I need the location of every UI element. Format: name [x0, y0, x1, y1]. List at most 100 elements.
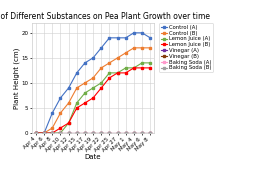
Vinegar (B)	[108, 132, 111, 134]
Vinegar (B)	[100, 132, 103, 134]
Control (B)	[59, 112, 62, 114]
Control (A)	[140, 32, 144, 34]
Vinegar (B)	[75, 132, 78, 134]
Control (A)	[108, 37, 111, 39]
Lemon Juice (B)	[43, 132, 46, 134]
Baking Soda (B)	[149, 132, 152, 134]
Control (B)	[108, 62, 111, 64]
Lemon Juice (A)	[132, 67, 135, 69]
Baking Soda (B)	[116, 132, 119, 134]
Control (A)	[67, 87, 70, 89]
Control (A)	[75, 72, 78, 74]
Control (B)	[116, 57, 119, 59]
Line: Baking Soda (A): Baking Soda (A)	[35, 132, 151, 134]
Vinegar (B)	[34, 132, 38, 134]
Vinegar (B)	[43, 132, 46, 134]
Control (B)	[100, 67, 103, 69]
Control (A)	[51, 112, 54, 114]
Control (A)	[149, 37, 152, 39]
Control (A)	[34, 132, 38, 134]
Baking Soda (A)	[75, 132, 78, 134]
Lemon Juice (A)	[100, 82, 103, 84]
Lemon Juice (B)	[140, 67, 144, 69]
Lemon Juice (B)	[108, 77, 111, 79]
Control (B)	[83, 82, 86, 84]
Line: Control (B): Control (B)	[35, 47, 151, 134]
Baking Soda (B)	[108, 132, 111, 134]
Vinegar (B)	[140, 132, 144, 134]
Vinegar (B)	[59, 132, 62, 134]
Vinegar (A)	[108, 132, 111, 134]
Lemon Juice (B)	[132, 67, 135, 69]
Baking Soda (B)	[59, 132, 62, 134]
Line: Vinegar (B): Vinegar (B)	[35, 132, 151, 134]
Title: Effect of Different Substances on Pea Plant Growth over time: Effect of Different Substances on Pea Pl…	[0, 12, 210, 21]
Vinegar (A)	[67, 132, 70, 134]
Lemon Juice (A)	[108, 72, 111, 74]
Control (B)	[132, 47, 135, 49]
Baking Soda (B)	[132, 132, 135, 134]
Vinegar (A)	[140, 132, 144, 134]
Line: Lemon Juice (B): Lemon Juice (B)	[35, 67, 151, 134]
Vinegar (A)	[100, 132, 103, 134]
Vinegar (B)	[116, 132, 119, 134]
Control (A)	[59, 97, 62, 99]
Vinegar (A)	[51, 132, 54, 134]
Lemon Juice (A)	[124, 67, 127, 69]
Baking Soda (A)	[124, 132, 127, 134]
Legend: Control (A), Control (B), Lemon Juice (A), Lemon Juice (B), Vinegar (A), Vinegar: Control (A), Control (B), Lemon Juice (A…	[159, 23, 213, 72]
Control (B)	[140, 47, 144, 49]
Lemon Juice (B)	[149, 67, 152, 69]
Baking Soda (A)	[51, 132, 54, 134]
Vinegar (B)	[132, 132, 135, 134]
Lemon Juice (B)	[75, 107, 78, 109]
Y-axis label: Plant Height (cm): Plant Height (cm)	[14, 47, 20, 109]
Lemon Juice (A)	[51, 132, 54, 134]
Baking Soda (B)	[92, 132, 95, 134]
Lemon Juice (A)	[75, 102, 78, 104]
Baking Soda (A)	[116, 132, 119, 134]
Lemon Juice (B)	[51, 132, 54, 134]
Vinegar (A)	[132, 132, 135, 134]
Baking Soda (A)	[132, 132, 135, 134]
Baking Soda (A)	[43, 132, 46, 134]
Vinegar (B)	[92, 132, 95, 134]
Lemon Juice (B)	[92, 97, 95, 99]
Baking Soda (B)	[124, 132, 127, 134]
Vinegar (A)	[124, 132, 127, 134]
Lemon Juice (A)	[92, 87, 95, 89]
Lemon Juice (B)	[124, 72, 127, 74]
Control (A)	[83, 62, 86, 64]
Baking Soda (A)	[92, 132, 95, 134]
Lemon Juice (B)	[67, 122, 70, 124]
Baking Soda (B)	[100, 132, 103, 134]
Vinegar (A)	[34, 132, 38, 134]
Vinegar (A)	[116, 132, 119, 134]
Line: Baking Soda (B): Baking Soda (B)	[35, 132, 151, 134]
Baking Soda (B)	[51, 132, 54, 134]
Control (A)	[116, 37, 119, 39]
Control (B)	[75, 87, 78, 89]
Vinegar (B)	[124, 132, 127, 134]
Baking Soda (A)	[34, 132, 38, 134]
Lemon Juice (A)	[116, 72, 119, 74]
Lemon Juice (B)	[100, 87, 103, 89]
X-axis label: Date: Date	[85, 154, 101, 160]
Vinegar (A)	[75, 132, 78, 134]
Baking Soda (A)	[59, 132, 62, 134]
Lemon Juice (A)	[140, 62, 144, 64]
Lemon Juice (B)	[34, 132, 38, 134]
Lemon Juice (A)	[34, 132, 38, 134]
Lemon Juice (B)	[116, 72, 119, 74]
Control (A)	[124, 37, 127, 39]
Vinegar (A)	[83, 132, 86, 134]
Control (A)	[132, 32, 135, 34]
Control (B)	[34, 132, 38, 134]
Vinegar (B)	[51, 132, 54, 134]
Baking Soda (A)	[67, 132, 70, 134]
Baking Soda (A)	[100, 132, 103, 134]
Lemon Juice (B)	[83, 102, 86, 104]
Vinegar (A)	[149, 132, 152, 134]
Control (B)	[124, 52, 127, 54]
Line: Control (A): Control (A)	[35, 32, 151, 134]
